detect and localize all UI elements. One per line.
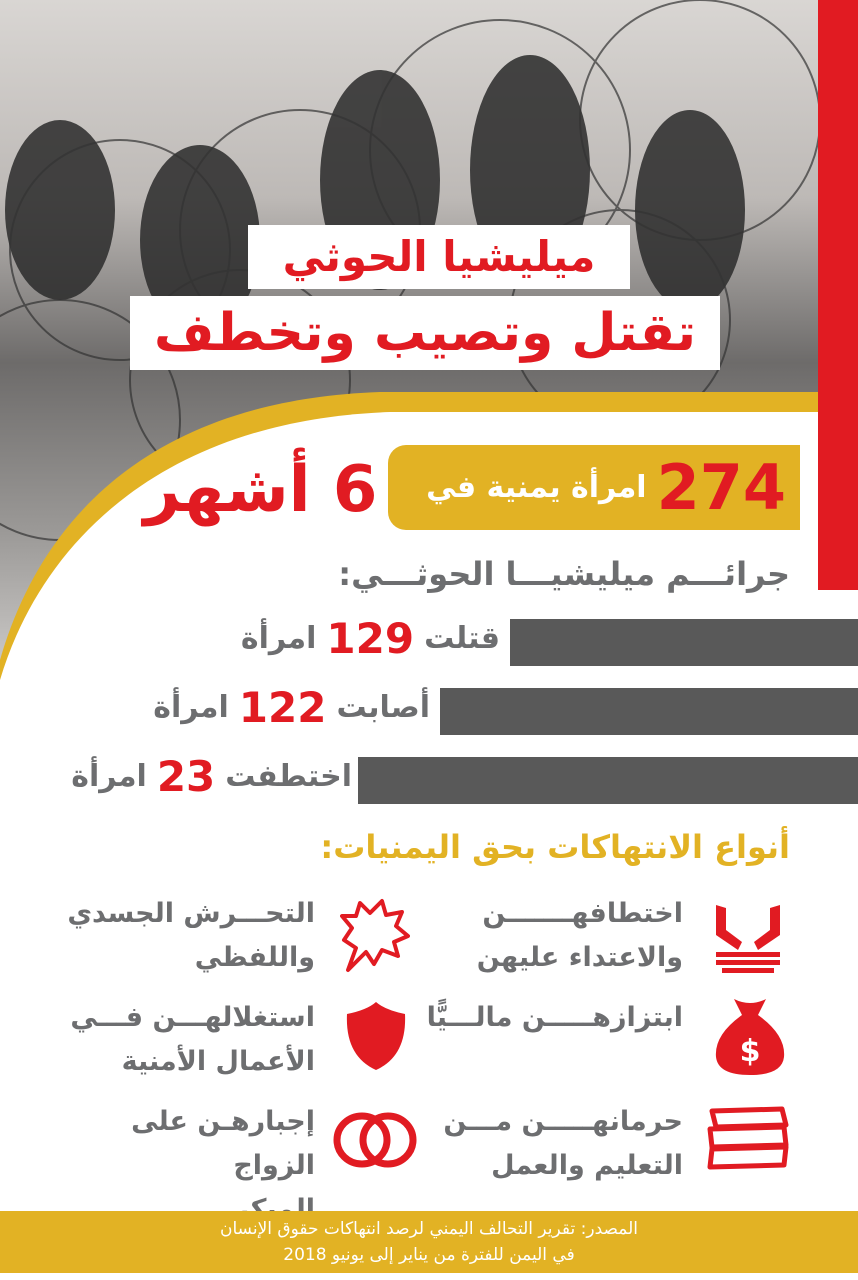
crimes-heading: جرائـــم ميليشيـــا الحوثـــي: [338,555,790,593]
violation-line: حرمانهـــــن مـــن [443,1106,683,1137]
violation-line: اختطافهـــــــن [482,898,683,929]
violation-kidnapping: اختطافهـــــــن والاعتداء عليهن [423,892,683,980]
violation-line: التعليم والعمل [491,1150,683,1181]
crime-bar-killed [510,619,858,666]
rings-icon [333,1112,417,1168]
crime-value: 122 [238,683,327,732]
violation-harassment: التحـــرش الجسدي واللفظي [55,892,315,980]
violation-line: ابتزازهـــــن مالـــيًّا [426,1002,683,1033]
violation-line: إجبارهـن على الزواج [131,1106,315,1181]
source-line-2: في اليمن للفترة من يناير إلى يونيو 2018 [283,1245,575,1265]
headline-text: امرأة يمنية في [426,470,647,505]
crime-label-killed: قتلت 129 امرأة [240,614,500,663]
crime-unit: امرأة [71,759,147,794]
crime-label-kidnapped: اختطفت 23 امرأة [71,752,352,801]
money-bag-icon: $ [715,999,785,1075]
red-side-strip [818,0,858,590]
crime-bar-kidnapped [358,757,858,804]
crime-value: 23 [156,752,216,801]
barbed-wire-illustration [0,0,821,541]
violation-line: الأعمال الأمنية [121,1046,315,1077]
shield-icon [346,1002,406,1070]
source-line-1: المصدر: تقرير التحالف اليمني لرصد انتهاك… [220,1219,638,1239]
crime-bar-injured [440,688,858,735]
source-footer: المصدر: تقرير التحالف اليمني لرصد انتهاك… [0,1211,858,1273]
crime-verb: اختطفت [225,759,352,794]
violation-line: واللفظي [194,942,315,973]
svg-text:$: $ [740,1034,761,1069]
crime-unit: امرأة [240,621,317,656]
violation-line: استغلالهـــن فـــي [70,1002,315,1033]
crime-unit: امرأة [153,690,229,725]
books-icon [707,1106,789,1170]
violation-line: والاعتداء عليهن [476,942,683,973]
violation-deprivation: حرمانهـــــن مـــن التعليم والعمل [423,1100,683,1188]
shout-bubble-icon [340,899,410,972]
title-line-1: ميليشيا الحوثي [248,225,630,289]
handcuffed-hands-icon [716,905,780,973]
violation-line: التحـــرش الجسدي [67,898,315,929]
crime-label-injured: أصابت 122 امرأة [153,683,430,732]
crime-value: 129 [326,614,415,663]
headline-count: 274 [656,451,786,524]
violation-early-marriage: إجبارهـن على الزواج المبكر [55,1100,315,1232]
headline-pill: 274 امرأة يمنية في [388,445,800,530]
crime-verb: قتلت [424,621,500,656]
title-line-2: تقتل وتصيب وتخطف [130,296,720,370]
headline-period: 6 أشهر [143,453,378,527]
violation-extortion: ابتزازهـــــن مالـــيًّا [423,996,683,1040]
violation-exploitation: استغلالهـــن فـــي الأعمال الأمنية [55,996,315,1084]
violations-heading: أنواع الانتهاكات بحق اليمنيات: [320,828,790,866]
crime-verb: أصابت [336,690,430,725]
